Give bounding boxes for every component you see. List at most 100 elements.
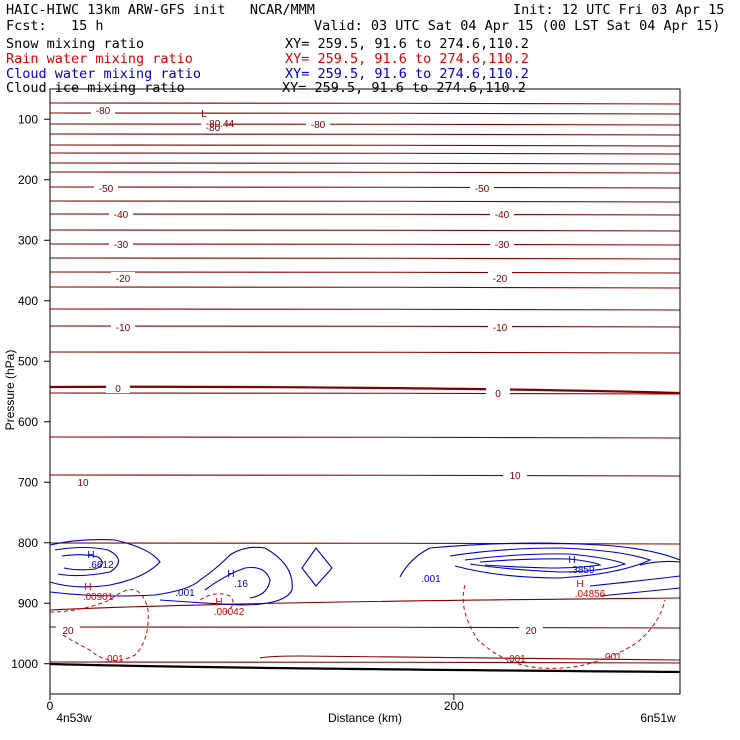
extremum-value: -80.44 [206, 119, 235, 130]
isotherm-label: -30 [495, 240, 510, 251]
isotherm-line [49, 123, 681, 126]
extremum-mark: L [201, 109, 207, 120]
field-name-rain: Rain water mixing ratio [6, 51, 193, 67]
cloud-water-contour [639, 560, 681, 566]
cloud-water-label: .001 [421, 574, 441, 585]
cloud-water-contour [464, 553, 627, 573]
label-mask [488, 272, 512, 283]
isotherm-line [49, 213, 681, 216]
rain-label: .001 [506, 654, 526, 665]
rain-water-contours [49, 584, 666, 669]
isotherm-label: -20 [493, 274, 508, 285]
isotherm-label: -40 [114, 210, 129, 221]
isotherm-line [49, 474, 681, 477]
isotherm-label: -40 [495, 210, 510, 221]
extremum-mark: H [84, 582, 91, 593]
x-start-location: 4n53w [56, 711, 92, 725]
label-mask [109, 238, 133, 249]
isotherm-label: -50 [99, 184, 114, 195]
field-xy-rain: XY= 259.5, 91.6 to 274.6,110.2 [285, 51, 529, 67]
extremum-mark: H [87, 550, 94, 561]
y-tick-label: 900 [18, 596, 38, 610]
isotherm-line [259, 655, 681, 661]
isotherm-label: 0 [115, 384, 121, 395]
y-tick-label: 500 [18, 354, 38, 368]
isotherm-line [49, 243, 681, 246]
cloud-water-contour [589, 575, 681, 587]
x-axis-label: Distance (km) [328, 711, 402, 725]
y-tick-label: 200 [18, 173, 38, 187]
label-mask [306, 118, 330, 129]
isotherm-label: 10 [77, 478, 89, 489]
y-tick-label: 600 [18, 415, 38, 429]
x-tick-label: 200 [444, 699, 464, 713]
x-tick-label: 0 [47, 699, 54, 713]
temperature-contours [49, 102, 681, 674]
extremum-value: .16 [234, 579, 248, 590]
cloud-water-contour [449, 547, 652, 579]
cloud-water-contour [204, 566, 271, 599]
rain-contour-right [462, 584, 666, 669]
isotherm-label: -30 [114, 240, 129, 251]
extremum-mark: H [215, 597, 222, 608]
isotherm-label: -80 [206, 123, 221, 134]
cloud-water-contour [479, 558, 602, 569]
label-mask [201, 121, 225, 132]
isotherm-line [49, 102, 681, 105]
plot-frame [49, 88, 681, 695]
cloud-water-contour [301, 547, 333, 587]
isotherm-line [49, 152, 681, 155]
y-tick-label: 300 [18, 233, 38, 247]
rain-label: .001 [104, 654, 124, 665]
isotherm-label: -50 [475, 184, 490, 195]
extremum-mark: H [227, 569, 234, 580]
rain-contour-mid [199, 593, 234, 613]
field-xy-cloud-water: XY= 259.5, 91.6 to 274.6,110.2 [285, 66, 529, 82]
field-xy-snow: XY= 259.5, 91.6 to 274.6,110.2 [285, 36, 529, 52]
isotherm-line [49, 597, 681, 611]
field-name-snow: Snow mixing ratio [6, 36, 145, 52]
label-mask [56, 624, 80, 635]
isotherm-line [49, 542, 681, 545]
isotherm-line [49, 186, 681, 189]
isotherm-line [49, 229, 681, 232]
isotherm-label: -20 [116, 274, 131, 285]
plot-border [49, 88, 681, 695]
cloud-water-contour [399, 542, 681, 578]
isotherm-label: 20 [525, 626, 537, 637]
label-mask [503, 469, 527, 480]
field-name-cloud-water: Cloud water mixing ratio [6, 66, 202, 82]
label-mask [490, 208, 514, 219]
isotherm-line [49, 257, 681, 260]
label-mask [109, 208, 133, 219]
label-mask [111, 272, 135, 283]
extremum-value: .6612 [88, 560, 113, 571]
cloud-water-contour [599, 587, 681, 597]
y-tick-label: 700 [18, 475, 38, 489]
label-mask [106, 382, 130, 393]
rain-contour-left [49, 589, 149, 661]
chart-title: HAIC-HIWC 13km ARW-GFS init NCAR/MMM [6, 2, 315, 18]
isotherm-label: 0 [495, 389, 501, 400]
cloud-water-contour [49, 546, 293, 606]
terrain-line [49, 662, 681, 674]
isotherm-label: -80 [311, 120, 326, 131]
isotherm-line [49, 271, 681, 274]
label-mask [71, 476, 95, 487]
cloud-water-contour [54, 546, 120, 577]
label-mask [519, 624, 543, 635]
label-mask [488, 321, 512, 332]
y-axis-label: Pressure (hPa) [3, 350, 17, 431]
isotherm-line [49, 286, 681, 289]
label-mask [111, 321, 135, 332]
extremum-mark: H [576, 579, 583, 590]
label-mask [490, 238, 514, 249]
y-tick-label: 800 [18, 536, 38, 550]
isotherm-line [49, 162, 681, 165]
cloud-water-contour [61, 554, 103, 571]
y-tick-label: 100 [18, 112, 38, 126]
label-mask [94, 182, 118, 193]
isotherm-line [49, 392, 681, 395]
isotherm-label: 20 [62, 626, 74, 637]
